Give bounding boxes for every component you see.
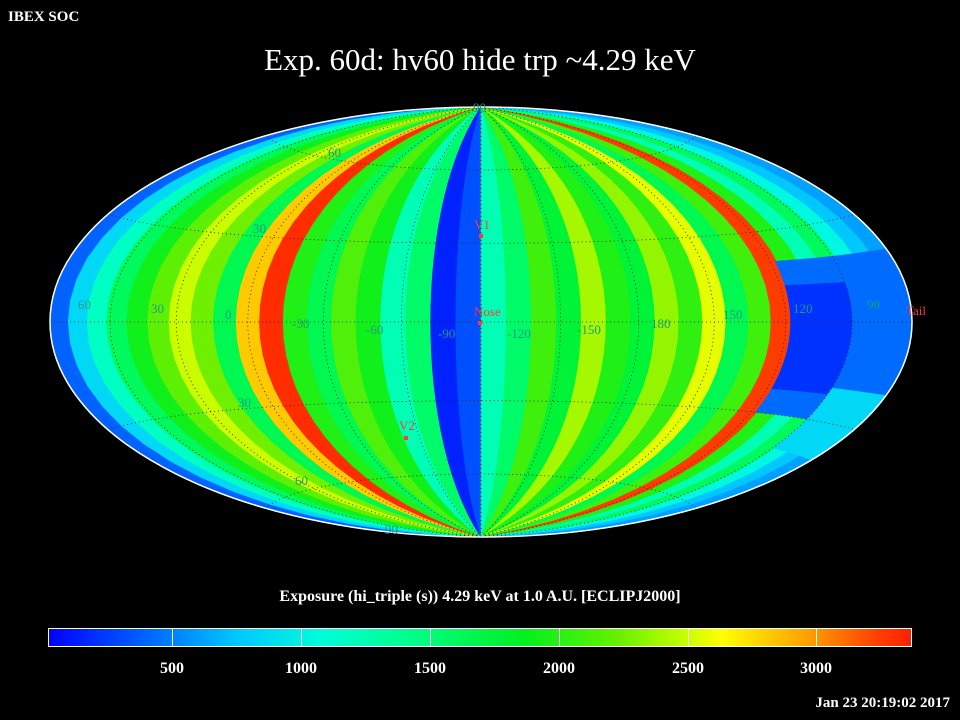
meridian-line — [480, 107, 853, 537]
lon-label-minus-60: -60 — [366, 322, 383, 337]
lon-label-60-left: 60 — [78, 297, 91, 312]
marker-v2: V2 — [399, 418, 415, 440]
organization-label: IBEX SOC — [8, 9, 80, 25]
map-title: Exp. 60d: hv60 hide trp ~4.29 keV — [264, 42, 696, 77]
lon-label-90-right: 90 — [867, 297, 880, 312]
meridian-line — [322, 107, 482, 537]
lon-label-minus-120: -120 — [507, 326, 531, 341]
svg-text:V1: V1 — [474, 217, 490, 232]
lon-label-0: 0 — [225, 307, 232, 322]
exposure-patch — [771, 282, 853, 395]
marker-v2-dot — [404, 436, 408, 440]
colorbar-tick — [688, 628, 689, 647]
lat-label-90-south: 90 — [385, 522, 398, 537]
lon-label-180: 180 — [651, 316, 671, 331]
colorbar-label-1000: 1000 — [285, 660, 317, 677]
lon-label-150: 150 — [723, 307, 743, 322]
marker-nose-dot — [478, 321, 482, 325]
lon-label-30-left: 30 — [151, 301, 164, 316]
lat-label-30-north: 30 — [253, 221, 266, 236]
colorbar-tick — [301, 628, 302, 647]
marker-v1: V1 — [474, 217, 490, 238]
colorbar-label-2000: 2000 — [543, 660, 575, 677]
marker-nose: Nose — [474, 304, 501, 325]
colorbar-title: Exposure (hi_triple (s)) 4.29 keV at 1.0… — [279, 588, 681, 605]
timestamp: Jan 23 20:19:02 2017 — [815, 695, 950, 711]
colorbar-tick — [430, 628, 431, 647]
map-outline — [49, 106, 913, 538]
colorbar-label-500: 500 — [160, 660, 184, 677]
svg-text:Tail: Tail — [906, 303, 926, 318]
colorbar-tick — [559, 628, 560, 647]
svg-text:V2: V2 — [399, 418, 415, 433]
lon-label-minus-90: -90 — [438, 326, 455, 341]
colorbar-tick — [816, 628, 817, 647]
parallel-line — [265, 135, 697, 171]
colorbar-label-1500: 1500 — [414, 660, 446, 677]
parallel-line — [107, 214, 855, 244]
graticule — [50, 107, 912, 537]
lat-label-60-south: 60 — [295, 473, 308, 488]
svg-text:Nose: Nose — [474, 304, 501, 319]
exposure-patches — [755, 248, 912, 461]
lat-label-60-north: 60 — [328, 145, 341, 160]
lon-label-minus-150: -150 — [577, 322, 601, 337]
sky-map: 90 60 30 30 60 90 60 30 0 -30 -60 -90 -1… — [49, 100, 926, 538]
exposure-strips — [50, 107, 912, 537]
colorbar — [48, 628, 912, 647]
parallel-line — [265, 473, 697, 509]
parallel-line — [107, 400, 855, 430]
lat-label-30-south: 30 — [238, 395, 251, 410]
lat-label-90-north: 90 — [473, 100, 486, 115]
meridian-line — [109, 107, 482, 537]
colorbar-label-3000: 3000 — [800, 660, 832, 677]
meridian-line — [247, 107, 482, 537]
exposure-patch — [772, 388, 886, 461]
marker-tail: Tail — [906, 303, 926, 318]
meridian-line — [480, 107, 640, 537]
lon-label-minus-30: -30 — [292, 316, 309, 331]
marker-v1-dot — [479, 234, 483, 238]
colorbar-tick — [172, 628, 173, 647]
colorbar-label-2500: 2500 — [672, 660, 704, 677]
lon-label-120: 120 — [793, 301, 813, 316]
